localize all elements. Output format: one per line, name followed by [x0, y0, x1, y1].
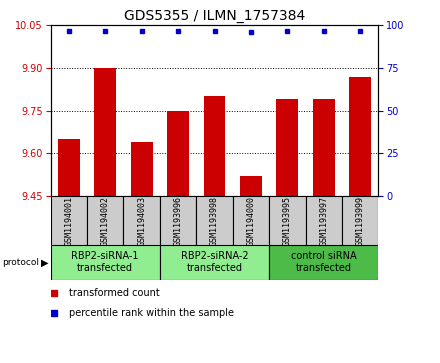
Bar: [313, 99, 335, 196]
Bar: [87, 196, 124, 245]
Bar: [160, 245, 269, 280]
Text: control siRNA
transfected: control siRNA transfected: [291, 252, 356, 273]
Bar: [58, 139, 80, 196]
Bar: [204, 97, 225, 196]
Bar: [342, 196, 378, 245]
Text: transformed count: transformed count: [69, 288, 159, 298]
Text: GSM1193999: GSM1193999: [356, 196, 365, 245]
Text: RBP2-siRNA-1
transfected: RBP2-siRNA-1 transfected: [71, 252, 139, 273]
Text: GSM1194003: GSM1194003: [137, 196, 146, 245]
Bar: [94, 68, 116, 196]
Bar: [269, 196, 305, 245]
Bar: [233, 196, 269, 245]
Text: RBP2-siRNA-2
transfected: RBP2-siRNA-2 transfected: [181, 252, 248, 273]
Bar: [349, 77, 371, 196]
Bar: [51, 245, 160, 280]
Text: GSM1194001: GSM1194001: [64, 196, 73, 245]
Text: GSM1193997: GSM1193997: [319, 196, 328, 245]
Text: GSM1193998: GSM1193998: [210, 196, 219, 245]
Text: GSM1193995: GSM1193995: [283, 196, 292, 245]
Bar: [160, 196, 196, 245]
Text: ▶: ▶: [41, 257, 48, 267]
Text: percentile rank within the sample: percentile rank within the sample: [69, 308, 234, 318]
Bar: [240, 176, 262, 196]
Bar: [276, 99, 298, 196]
Bar: [196, 196, 233, 245]
Text: GSM1194000: GSM1194000: [246, 196, 256, 245]
Bar: [269, 245, 378, 280]
Bar: [131, 142, 153, 196]
Bar: [167, 111, 189, 196]
Text: protocol: protocol: [2, 258, 39, 267]
Bar: [305, 196, 342, 245]
Text: GSM1194002: GSM1194002: [101, 196, 110, 245]
Bar: [124, 196, 160, 245]
Bar: [51, 196, 87, 245]
Title: GDS5355 / ILMN_1757384: GDS5355 / ILMN_1757384: [124, 9, 305, 23]
Text: GSM1193996: GSM1193996: [173, 196, 183, 245]
